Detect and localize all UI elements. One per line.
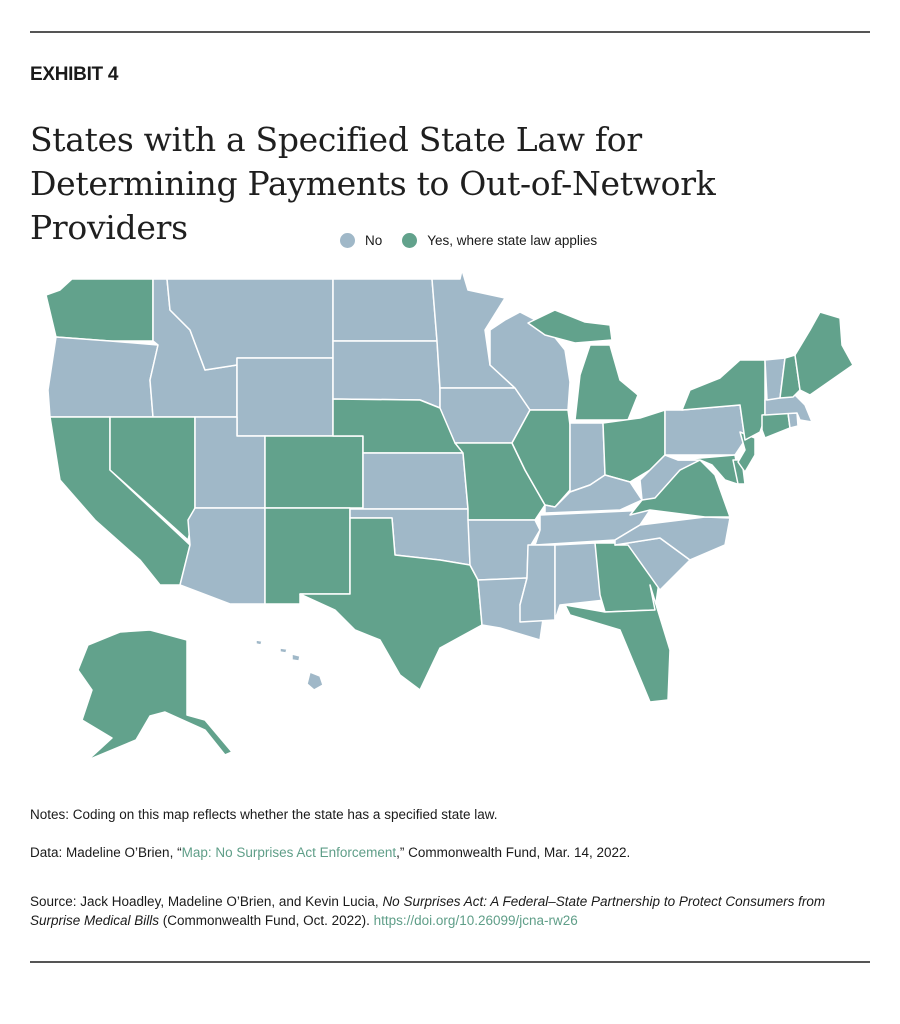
source-link[interactable]: https://doi.org/10.26099/jcna-rw26 bbox=[373, 913, 578, 928]
state-TX[interactable] bbox=[299, 517, 483, 691]
data-prefix: Data: Madeline O’Brien, “ bbox=[30, 845, 182, 860]
notes-coding: Notes: Coding on this map reflects wheth… bbox=[30, 807, 498, 822]
state-PA[interactable] bbox=[664, 404, 746, 456]
legend-swatch-no bbox=[340, 233, 355, 248]
state-CO[interactable] bbox=[264, 435, 364, 509]
exhibit-label: EXHIBIT 4 bbox=[30, 64, 119, 85]
legend: No Yes, where state law applies bbox=[340, 233, 617, 248]
state-AL[interactable] bbox=[554, 542, 606, 621]
bottom-rule bbox=[30, 961, 870, 963]
state-MA[interactable] bbox=[764, 394, 813, 423]
state-AZ[interactable] bbox=[179, 507, 266, 605]
notes-source: Source: Jack Hoadley, Madeline O’Brien, … bbox=[30, 892, 870, 930]
source-title: No Surprises Act: A Federal–State Partne… bbox=[30, 894, 826, 928]
state-MN[interactable] bbox=[431, 269, 516, 389]
state-NJ[interactable] bbox=[737, 431, 756, 473]
state-NC[interactable] bbox=[614, 516, 731, 561]
state-WA[interactable] bbox=[45, 278, 154, 342]
state-MD[interactable] bbox=[677, 454, 741, 486]
state-RI[interactable] bbox=[787, 412, 799, 429]
state-WY[interactable] bbox=[236, 357, 334, 437]
state-AK[interactable] bbox=[77, 629, 233, 761]
legend-label-yes: Yes, where state law applies bbox=[427, 233, 598, 248]
us-states-map bbox=[45, 269, 854, 761]
state-ND[interactable] bbox=[332, 278, 438, 342]
state-KS[interactable] bbox=[362, 452, 469, 510]
data-suffix: ,” Commonwealth Fund, Mar. 14, 2022. bbox=[396, 845, 631, 860]
state-NM[interactable] bbox=[264, 507, 351, 605]
state-KY[interactable] bbox=[544, 474, 643, 514]
legend-label-no: No bbox=[365, 233, 383, 248]
source-suffix: (Commonwealth Fund, Oct. 2022). bbox=[159, 913, 374, 928]
top-rule bbox=[30, 31, 870, 33]
state-FL[interactable] bbox=[564, 584, 671, 703]
legend-item-yes: Yes, where state law applies bbox=[402, 233, 597, 248]
state-NY[interactable] bbox=[681, 359, 766, 441]
state-HI[interactable] bbox=[255, 639, 324, 691]
page-title: States with a Specified State Law for De… bbox=[30, 120, 716, 247]
state-ME[interactable] bbox=[794, 311, 854, 396]
state-MI[interactable] bbox=[527, 309, 639, 421]
notes-data: Data: Madeline O’Brien, “Map: No Surpris… bbox=[30, 843, 870, 862]
state-SD[interactable] bbox=[332, 340, 441, 409]
legend-item-no: No bbox=[340, 233, 382, 248]
legend-swatch-yes bbox=[402, 233, 418, 248]
source-prefix: Source: Jack Hoadley, Madeline O’Brien, … bbox=[30, 894, 383, 909]
data-link[interactable]: Map: No Surprises Act Enforcement bbox=[181, 845, 397, 860]
state-CT[interactable] bbox=[761, 412, 791, 439]
state-OR[interactable] bbox=[47, 336, 159, 418]
state-NH[interactable] bbox=[779, 354, 801, 399]
